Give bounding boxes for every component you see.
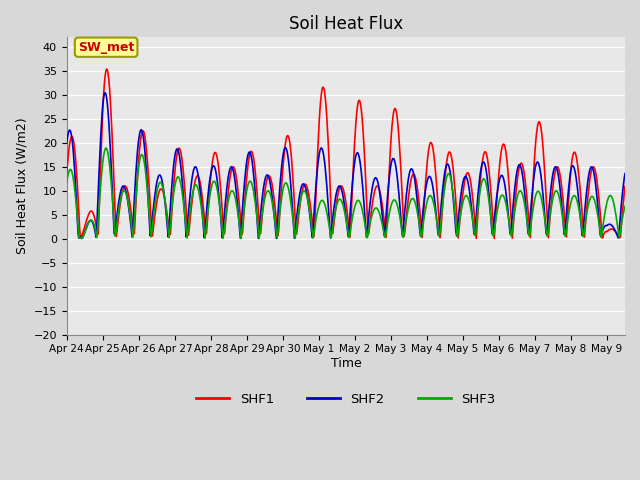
SHF2 [63,140,70,146]
SHF2 [479,161,486,167]
Y-axis label: Soil Heat Flux (W/m2): Soil Heat Flux (W/m2) [15,118,28,254]
SHF3 [65,168,73,174]
Line: SHF3: SHF3 [67,148,625,239]
SHF2 [273,236,280,241]
SHF2 [465,183,472,189]
SHF3 [102,145,109,151]
SHF3 [479,178,486,184]
SHF3 [621,204,629,209]
SHF1 [65,145,73,151]
SHF1 [490,236,498,241]
SHF1 [477,166,485,171]
SHF3 [465,197,472,203]
SHF3 [142,170,150,176]
Line: SHF2: SHF2 [67,93,625,239]
Text: SW_met: SW_met [78,41,134,54]
SHF1 [323,113,331,119]
Line: SHF1: SHF1 [67,69,625,239]
SHF3 [237,236,245,241]
SHF1 [302,181,310,187]
SHF3 [63,179,70,185]
SHF1 [142,140,150,145]
SHF2 [65,128,73,133]
SHF1 [63,169,70,175]
SHF1 [621,183,629,189]
Legend: SHF1, SHF2, SHF3: SHF1, SHF2, SHF3 [191,387,501,411]
SHF1 [464,170,472,176]
SHF2 [303,189,310,195]
SHF2 [101,90,109,96]
Title: Soil Heat Flux: Soil Heat Flux [289,15,403,33]
SHF2 [142,158,150,164]
X-axis label: Time: Time [330,357,361,370]
SHF2 [324,192,332,198]
SHF3 [303,192,310,197]
SHF1 [103,66,111,72]
SHF2 [621,171,629,177]
SHF3 [324,213,332,219]
